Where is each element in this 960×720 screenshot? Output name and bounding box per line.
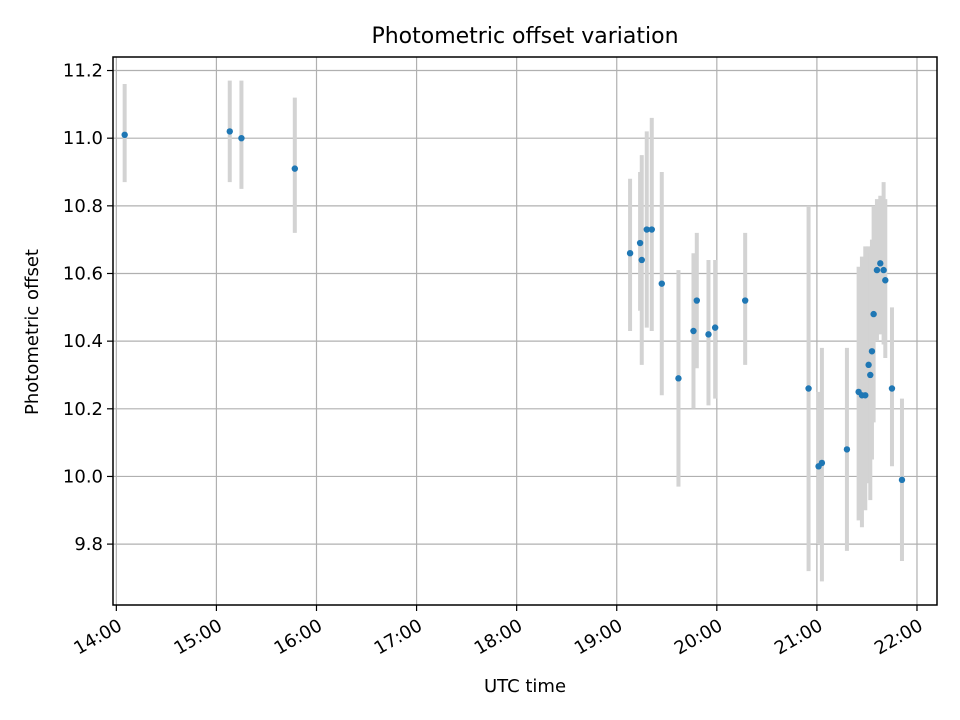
data-point xyxy=(882,277,889,284)
data-point xyxy=(880,266,887,274)
x-tick-label: 19:00 xyxy=(571,615,626,659)
data-point xyxy=(711,324,719,331)
data-point xyxy=(238,134,245,142)
data-point xyxy=(805,385,812,392)
data-point xyxy=(862,392,869,399)
grid xyxy=(113,57,937,605)
data-point xyxy=(291,165,299,172)
data-point xyxy=(843,446,851,453)
data-point xyxy=(888,385,896,392)
data-point xyxy=(638,256,645,264)
y-tick-label: 10.6 xyxy=(63,263,103,284)
y-tick-label: 10.8 xyxy=(63,196,103,217)
data-point xyxy=(693,297,701,304)
data-point xyxy=(818,459,826,467)
data-point xyxy=(865,361,872,369)
y-tick-label: 10.4 xyxy=(63,331,103,352)
x-tick-label: 20:00 xyxy=(671,615,726,659)
data-point xyxy=(648,226,655,233)
y-axis-label: Photometric offset xyxy=(22,249,43,415)
y-tick-label: 10.2 xyxy=(63,399,103,420)
data-point xyxy=(643,226,650,233)
data-point xyxy=(675,375,682,382)
data-point xyxy=(626,249,634,257)
data-point xyxy=(658,280,665,287)
y-axis: 9.8 10.0 10.2 10.4 10.6 10.8 11.0 11.2 xyxy=(63,61,113,555)
data-point xyxy=(868,348,876,355)
data-point xyxy=(690,327,697,335)
x-tick-label: 15:00 xyxy=(170,615,225,659)
data-point xyxy=(867,371,874,379)
data-point xyxy=(705,331,712,338)
x-axis: 14:00 15:00 16:00 17:00 18:00 19:00 20:00 21:00… xyxy=(70,605,926,659)
x-tick-label: 17:00 xyxy=(371,615,426,659)
data-point xyxy=(898,476,906,484)
data-point xyxy=(877,260,884,267)
x-tick-label: 14:00 xyxy=(70,615,125,659)
data-point xyxy=(636,239,644,247)
x-tick-label: 21:00 xyxy=(771,615,826,659)
data-point xyxy=(741,297,749,304)
data-point xyxy=(870,310,877,318)
x-tick-label: 22:00 xyxy=(871,615,926,659)
plot-frame xyxy=(112,56,938,606)
y-tick-label: 10.0 xyxy=(63,466,103,487)
x-tick-label: 16:00 xyxy=(271,615,326,659)
data-point xyxy=(121,131,128,139)
data-point xyxy=(226,128,233,135)
data-points xyxy=(121,128,906,484)
x-axis-label: UTC time xyxy=(484,676,566,697)
error-bars xyxy=(122,80,904,582)
chart-title: Photometric offset variation xyxy=(371,24,678,49)
y-tick-label: 11.2 xyxy=(63,61,103,82)
x-tick-label: 18:00 xyxy=(471,615,526,659)
data-point xyxy=(873,266,881,274)
y-tick-label: 11.0 xyxy=(63,128,103,149)
y-tick-label: 9.8 xyxy=(74,534,103,555)
